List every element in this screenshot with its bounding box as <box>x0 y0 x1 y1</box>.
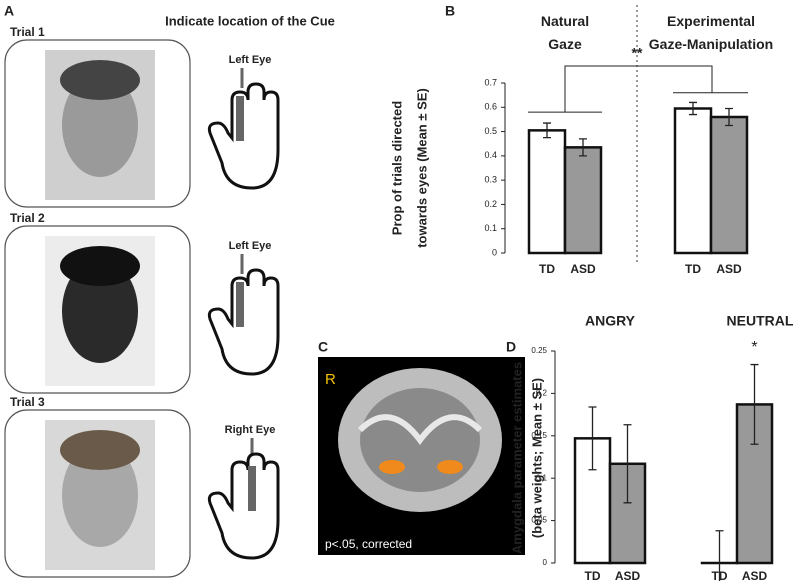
error-bar <box>623 424 632 504</box>
y-tick-label: 0 <box>492 247 497 257</box>
error-bar <box>579 138 587 157</box>
face <box>62 73 138 177</box>
hair <box>60 246 140 286</box>
x-tick-label: ASD <box>570 262 596 276</box>
significance-marker: ** <box>632 45 643 61</box>
panel-title: Indicate location of the Cue <box>165 13 335 28</box>
x-tick-label: TD <box>585 569 601 581</box>
y-axis-label: Prop of trials directed <box>389 101 404 235</box>
y-tick-label: 0.4 <box>484 150 497 160</box>
x-tick-label: ASD <box>716 262 742 276</box>
y-tick-label: 0 <box>543 558 548 567</box>
x-tick-label: ASD <box>742 569 768 581</box>
panel-letter: D <box>506 339 516 355</box>
y-tick-label: 0.3 <box>484 175 497 185</box>
cue-label: Right Eye <box>225 424 276 436</box>
significance-bracket <box>528 65 748 113</box>
hand <box>207 452 280 560</box>
y-axis-label: towards eyes (Mean ± SE) <box>414 88 429 248</box>
y-tick-label: 0.1 <box>536 473 548 482</box>
side-label: R <box>325 371 336 388</box>
bar <box>673 107 713 255</box>
y-tick-label: 0.05 <box>531 516 547 525</box>
error-bar <box>543 122 551 139</box>
cue-label: Left Eye <box>229 54 272 66</box>
x-tick-label: ASD <box>615 569 641 581</box>
activation <box>379 460 405 474</box>
y-tick-label: 0.15 <box>531 431 547 440</box>
trial-label: Trial 2 <box>10 211 45 225</box>
y-tick-label: 0.1 <box>484 223 497 233</box>
y-tick-label: 0.2 <box>536 389 548 398</box>
face <box>62 443 138 547</box>
cue-finger <box>248 466 256 511</box>
group-label: NEUTRAL <box>727 313 794 329</box>
panel-letter: A <box>4 3 14 19</box>
y-tick-label: 0.6 <box>484 102 497 112</box>
hair <box>60 60 140 100</box>
cue-label: Left Eye <box>229 240 272 252</box>
trial-label: Trial 3 <box>10 395 45 409</box>
brain-fold <box>357 414 483 445</box>
cue-finger <box>236 96 244 141</box>
error-bar <box>588 406 597 471</box>
bar <box>563 146 603 255</box>
face <box>62 259 138 363</box>
error-bar <box>725 107 733 127</box>
y-tick-label: 0.5 <box>484 126 497 136</box>
y-tick-label: 0.2 <box>484 199 497 209</box>
y-axis-label: (beta weights; Mean ± SE) <box>529 378 544 538</box>
group-label: Natural Gaze <box>541 13 589 52</box>
panel-letter: B <box>445 3 455 19</box>
group-label: ANGRY <box>585 313 636 329</box>
cue-finger <box>236 282 244 327</box>
trial-label: Trial 1 <box>10 25 45 39</box>
y-axis-label: Amygdala parameter estimates <box>509 362 524 554</box>
x-tick-label: TD <box>539 262 555 276</box>
significance-marker: * <box>751 339 757 356</box>
error-bar <box>715 530 724 581</box>
group-label: Experimental Gaze-Manipulation <box>649 13 773 52</box>
x-tick-label: TD <box>685 262 701 276</box>
panel-letter: C <box>318 339 328 355</box>
x-tick-label: TD <box>712 569 728 581</box>
y-tick-label: 0.25 <box>531 346 547 355</box>
activation <box>437 460 463 474</box>
error-bar <box>689 101 697 116</box>
bar <box>527 129 567 255</box>
hair <box>60 430 140 470</box>
y-tick-label: 0.7 <box>484 77 497 87</box>
bar <box>709 115 749 255</box>
error-bar <box>750 363 759 445</box>
threshold-note: p<.05, corrected <box>325 537 412 551</box>
